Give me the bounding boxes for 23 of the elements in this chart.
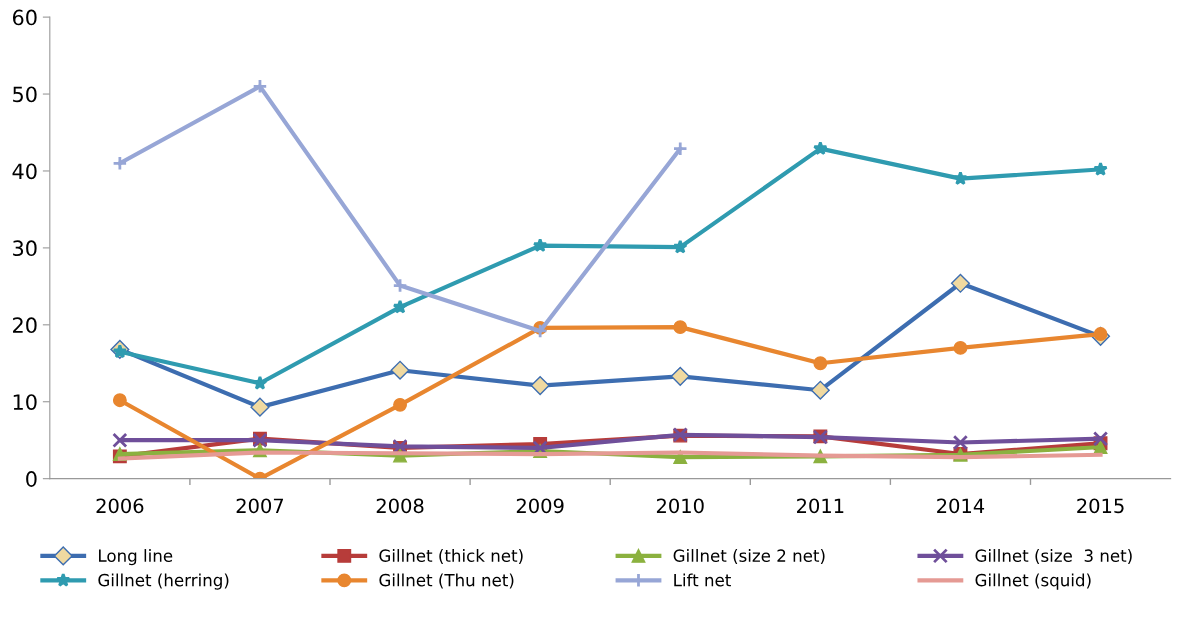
legend-label: Long line — [99, 549, 173, 566]
x-tick-label: 2008 — [376, 498, 424, 514]
y-tick-label: 10 — [13, 394, 37, 410]
x-tick-label: 2014 — [937, 498, 985, 514]
y-tick-label: 20 — [13, 317, 37, 334]
y-tick-label: 40 — [12, 163, 37, 180]
legend-label: Gillnet (squid) — [975, 573, 1091, 590]
x-tick-label: 2015 — [1077, 498, 1124, 514]
legend-label: Gillnet (size 2 net) — [673, 549, 825, 564]
y-tick-label: 50 — [13, 86, 37, 103]
x-tick-label: 2011 — [797, 498, 844, 514]
legend-label: Gillnet (Thu net) — [379, 573, 514, 589]
y-tick-label: 0 — [26, 471, 37, 487]
x-tick-label: 2006 — [96, 498, 144, 514]
legend-label: Gillnet (herring) — [98, 573, 229, 590]
x-tick-label: 2010 — [656, 498, 704, 514]
y-tick-label: 30 — [13, 240, 37, 257]
legend-label: Lift net — [674, 573, 731, 587]
legend-label: Gillnet (size 3 net) — [975, 549, 1132, 564]
x-tick-label: 2009 — [516, 498, 564, 514]
x-tick-label: 2007 — [236, 498, 284, 514]
y-tick-label: 60 — [12, 9, 37, 26]
legend-label: Gillnet (thick net) — [379, 549, 523, 564]
